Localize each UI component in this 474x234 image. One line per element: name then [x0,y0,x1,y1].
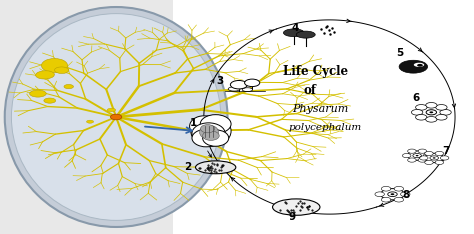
Circle shape [110,114,122,120]
Ellipse shape [399,60,428,73]
Ellipse shape [201,124,215,133]
Circle shape [408,149,416,153]
Text: 3: 3 [217,76,224,86]
Ellipse shape [195,161,236,174]
Ellipse shape [64,84,73,89]
Text: of: of [304,84,317,97]
Ellipse shape [192,129,220,147]
Circle shape [391,193,394,195]
Ellipse shape [203,131,219,140]
Ellipse shape [107,108,116,112]
Circle shape [426,117,437,122]
Text: 4: 4 [291,23,299,33]
Ellipse shape [190,116,218,137]
Ellipse shape [381,189,404,200]
Circle shape [402,154,411,158]
Text: polycephalum: polycephalum [288,123,361,132]
Ellipse shape [200,125,219,139]
Circle shape [423,154,432,158]
Ellipse shape [228,87,240,91]
Text: Physarum: Physarum [292,104,348,114]
Circle shape [436,114,447,120]
Ellipse shape [191,116,231,146]
Circle shape [375,192,384,197]
Circle shape [418,149,427,153]
Ellipse shape [408,151,427,160]
Ellipse shape [203,130,228,146]
Circle shape [394,186,403,191]
Text: 8: 8 [402,190,410,200]
Circle shape [440,110,451,115]
Text: 5: 5 [396,48,404,58]
Text: 7: 7 [442,146,449,156]
Circle shape [435,151,444,156]
Circle shape [418,158,427,162]
Ellipse shape [192,123,225,144]
Ellipse shape [296,31,315,38]
Text: 6: 6 [412,93,420,103]
Ellipse shape [44,98,56,103]
Circle shape [426,102,437,108]
Circle shape [408,158,416,162]
Bar [173,0,474,234]
Ellipse shape [414,63,424,67]
Circle shape [416,114,427,120]
Ellipse shape [11,14,221,220]
Circle shape [411,110,423,115]
Ellipse shape [283,29,304,37]
Circle shape [425,151,433,156]
Ellipse shape [36,71,55,79]
Text: 9: 9 [289,212,296,222]
Text: 2: 2 [184,162,192,172]
Ellipse shape [30,90,46,97]
Circle shape [433,157,436,159]
Circle shape [436,105,447,110]
Ellipse shape [273,199,320,215]
Circle shape [401,192,410,197]
Ellipse shape [200,115,231,133]
Circle shape [429,111,433,113]
Circle shape [419,156,428,160]
Circle shape [394,197,403,202]
Ellipse shape [242,88,253,91]
Circle shape [417,64,423,67]
Ellipse shape [55,67,69,73]
Text: 1: 1 [190,118,197,128]
Ellipse shape [86,120,94,123]
Circle shape [381,197,391,202]
Circle shape [416,105,427,110]
Circle shape [425,160,433,165]
Ellipse shape [5,7,228,227]
Circle shape [416,155,419,156]
Circle shape [230,80,247,89]
Ellipse shape [418,106,445,119]
Ellipse shape [42,58,68,73]
Circle shape [435,160,444,165]
Ellipse shape [425,153,444,163]
Circle shape [245,79,260,87]
Text: Life Cycle: Life Cycle [283,65,348,78]
Circle shape [381,186,391,191]
Circle shape [440,156,449,160]
